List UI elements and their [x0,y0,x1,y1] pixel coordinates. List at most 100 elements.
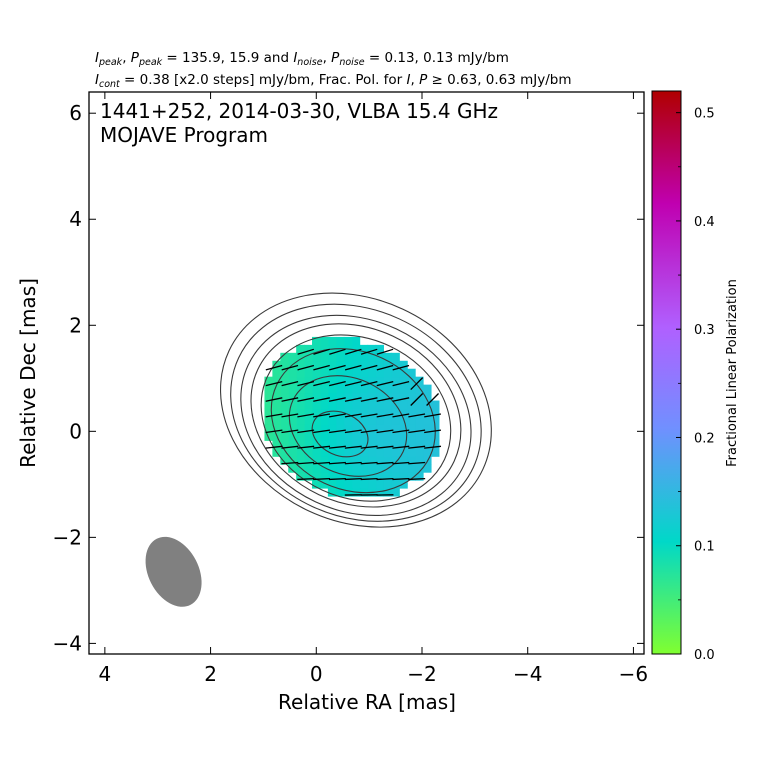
x-tick-label: 0 [310,662,323,686]
fracpol-pixel [359,368,369,378]
fracpol-pixel [375,432,384,441]
evpa-vector [360,478,378,481]
fracpol-pixel [415,424,424,433]
fracpol-pixel [335,464,345,473]
evpa-vector [328,445,346,449]
fracpol-pixel [335,472,345,481]
fracpol-pixel [359,448,369,457]
fracpol-pixel [280,360,289,370]
evpa-vector [410,377,424,391]
fracpol-pixel [367,464,377,473]
fracpol-pixel [272,392,281,402]
evpa-vector [360,445,378,449]
fracpol-pixel [335,408,345,418]
evpa-vector [360,429,378,434]
fracpol-pixel [343,368,353,378]
fracpol-pixel [359,488,369,497]
evpa-vector [265,397,283,402]
fracpol-pixel [351,464,361,473]
fracpol-pixel [367,400,377,410]
x-tick-label: −4 [513,662,542,686]
fracpol-pixel [375,424,384,433]
fracpol-pixel [391,472,400,481]
fracpol-pixel [327,448,337,457]
fracpol-pixel [327,464,337,473]
evpa-vector [392,397,410,402]
evpa-vector [376,461,394,465]
fracpol-pixel [296,344,305,354]
fracpol-pixel [327,424,337,433]
fracpol-pixel [415,448,424,457]
contour-level [260,334,452,502]
fracpol-pixel [319,384,329,394]
fracpol-pixel [280,384,289,394]
evpa-vector [281,381,299,387]
stokes-i-contours [219,292,492,528]
fracpol-pixel [319,464,329,473]
fracpol-pixel [399,456,408,465]
fracpol-pixel [383,376,392,386]
fracpol-pixel [296,352,305,362]
evpa-vector [408,445,426,449]
fracpol-pixel [327,376,337,386]
evpa-vectors [265,348,442,496]
evpa-vector [376,397,394,402]
fracpol-pixel [296,440,305,449]
evpa-vector [376,381,394,387]
fracpol-pixel [335,376,345,386]
fracpol-pixel [304,456,313,465]
evpa-vector [265,445,283,449]
colorbar-tick-label: 0.5 [694,107,715,122]
fracpol-pixel [319,400,329,410]
evpa-vector [360,397,378,402]
y-axis-label: Relative Dec [mas] [16,278,40,468]
evpa-vector [410,393,424,406]
evpa-vector [265,413,283,418]
fracpol-pixel [367,408,377,418]
fracpol-pixel [351,480,361,489]
fracpol-pixel [319,368,329,378]
evpa-vector [297,413,315,418]
fracpol-pixel [375,376,384,386]
colorbar-tick-label: 0.1 [694,540,715,555]
evpa-vector [281,397,299,402]
fracpol-pixel [288,392,297,402]
evpa-vector [313,364,330,371]
fracpol-pixel [288,416,297,425]
fracpol-pixel [335,416,345,425]
evpa-vector [329,364,346,371]
fracpol-pixel [391,456,400,465]
fracpol-pixel [351,368,361,378]
fracpol-pixel [296,424,305,433]
fracpol-pixel [383,368,392,378]
fracpol-pixel [399,376,408,386]
evpa-vector [392,461,410,465]
fracpol-pixel [423,432,432,441]
fracpol-pixel [288,400,297,410]
fracpol-pixel [383,392,392,402]
fracpol-pixel [351,352,361,362]
fracpol-pixel [383,488,392,497]
fracpol-pixel [383,416,392,425]
plot-frame [88,91,645,655]
fracpol-pixel [399,464,408,473]
evpa-vector [297,445,315,449]
plot-area [145,292,492,607]
fracpol-pixel [319,376,329,386]
evpa-vector [392,413,410,418]
fracpol-pixel [327,368,337,378]
evpa-vector [344,381,362,387]
fracpol-pixel [343,376,353,386]
fracpol-pixel [296,400,305,410]
fracpol-pixel [359,416,369,425]
header-line-1: Ipeak, Ppeak = 135.9, 15.9 and Inoise, P… [95,50,509,68]
fracpol-pixel [312,464,321,473]
fracpol-pixel [304,392,313,402]
evpa-vector [426,393,440,406]
fracpol-pixel [343,448,353,457]
fracpol-pixel [351,456,361,465]
fracpol-pixel [367,416,377,425]
fracpol-pixel [343,416,353,425]
fracpol-pixel [312,376,321,386]
fracpol-pixel [399,440,408,449]
